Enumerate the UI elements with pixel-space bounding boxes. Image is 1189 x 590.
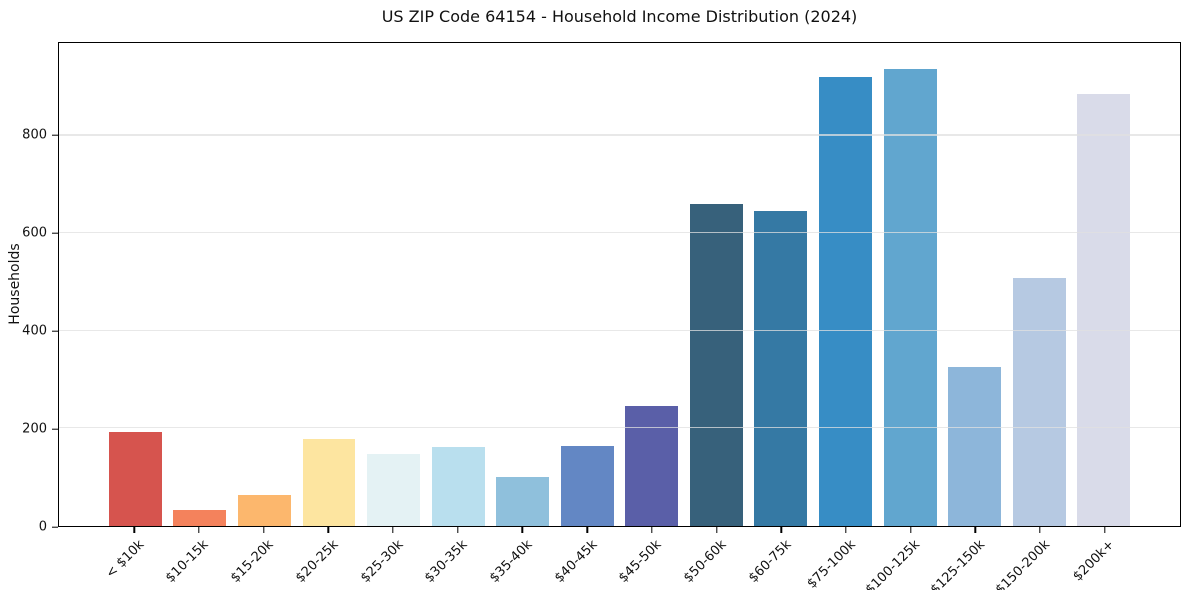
bar-slot [1007, 43, 1072, 526]
x-tick-label-text: $35-40k [486, 537, 536, 586]
bar-125-150k [948, 366, 1002, 526]
x-tick-label-text: $60-75k [745, 537, 795, 586]
x-tick-mark [521, 527, 524, 533]
bar-20-25k [302, 439, 356, 526]
bar-15-20k [237, 495, 291, 526]
bar-slot [1071, 43, 1136, 526]
bar-75-100k [819, 77, 872, 526]
bar-35-40k [496, 477, 550, 526]
y-tick-label: 200 [22, 421, 47, 437]
x-tick-mark [845, 527, 847, 533]
y-tick-mark [52, 330, 58, 332]
bar-slot [878, 43, 943, 526]
bar-slot [555, 43, 620, 526]
x-tick-mark [780, 527, 782, 533]
y-tick-label: 400 [22, 323, 47, 339]
y-tick-mark [52, 428, 58, 430]
x-tick-mark [1039, 527, 1041, 533]
x-tick-mark [198, 527, 200, 533]
x-tick-label-text: $15-20k [228, 537, 277, 586]
bar-10k [108, 432, 162, 526]
bar-slot [103, 43, 168, 526]
gridline-800 [59, 134, 1180, 136]
bar-100-125k [883, 69, 937, 526]
gridline-600 [59, 231, 1180, 234]
bar-slot [361, 43, 426, 526]
bar-50-60k [689, 204, 743, 526]
x-tick-mark [133, 527, 136, 533]
x-tick-label-text: $75-100k [804, 537, 859, 590]
x-tick-mark [715, 527, 718, 533]
bar-slot [620, 43, 685, 526]
bar-slot [232, 43, 297, 526]
bar-slot [749, 43, 814, 526]
bar-30-35k [431, 447, 485, 526]
y-axis: 0 200 400 600 800 [0, 42, 58, 534]
x-tick-mark [651, 527, 653, 533]
bar-60-75k [754, 211, 808, 526]
plot-area [58, 42, 1181, 527]
bar-200k [1077, 93, 1131, 526]
bars-container [59, 43, 1180, 526]
bar-10-15k [173, 510, 227, 526]
bar-slot [426, 43, 491, 526]
x-tick-label-text: $200k+ [1070, 537, 1118, 585]
x-tick-label-text: $40-45k [551, 537, 601, 586]
bar-25-30k [367, 454, 420, 526]
gridline-400 [59, 329, 1180, 331]
x-tick-mark [974, 527, 976, 533]
x-tick-mark [1103, 527, 1106, 533]
x-tick-label-text: $150-200k [992, 537, 1053, 590]
x-tick-label-text: $20-25k [292, 537, 342, 586]
x-tick-mark [457, 527, 459, 533]
bar-slot [942, 43, 1007, 526]
chart-title: US ZIP Code 64154 - Household Income Dis… [381, 7, 858, 26]
x-tick-label-text: $30-35k [422, 537, 471, 586]
x-tick-label-text: $10-15k [163, 537, 212, 586]
y-tick-label: 0 [38, 519, 47, 535]
y-tick-mark [52, 526, 58, 528]
x-tick-label-text: $25-30k [357, 537, 406, 586]
x-tick-label-text: $125-150k [927, 537, 989, 590]
bar-45-50k [625, 406, 679, 526]
bar-150-200k [1012, 278, 1066, 526]
x-tick-label-text: $100-125k [863, 537, 924, 590]
x-tick-mark [586, 527, 588, 533]
y-tick-label: 600 [22, 225, 47, 241]
y-tick-mark [52, 232, 58, 234]
x-tick-mark [909, 527, 912, 533]
x-tick-label-text: $50-60k [680, 537, 730, 586]
y-tick-label: 800 [22, 127, 47, 143]
gridline-200 [59, 427, 1180, 429]
bar-40-45k [560, 446, 614, 526]
x-tick-mark [392, 527, 394, 533]
x-tick-mark [327, 527, 330, 533]
y-tick-mark [52, 134, 58, 136]
bar-slot [168, 43, 233, 526]
bar-slot [684, 43, 749, 526]
bar-slot [297, 43, 362, 526]
x-tick-label-text: $45-50k [616, 537, 665, 586]
x-tick-mark [263, 527, 265, 533]
x-tick-label-text: < $10k [103, 537, 148, 582]
bar-slot [813, 43, 878, 526]
x-axis: < $10k $10-15k $15-20k $20-25k $25-30k $30-35… [58, 527, 1181, 590]
bar-slot [490, 43, 555, 526]
